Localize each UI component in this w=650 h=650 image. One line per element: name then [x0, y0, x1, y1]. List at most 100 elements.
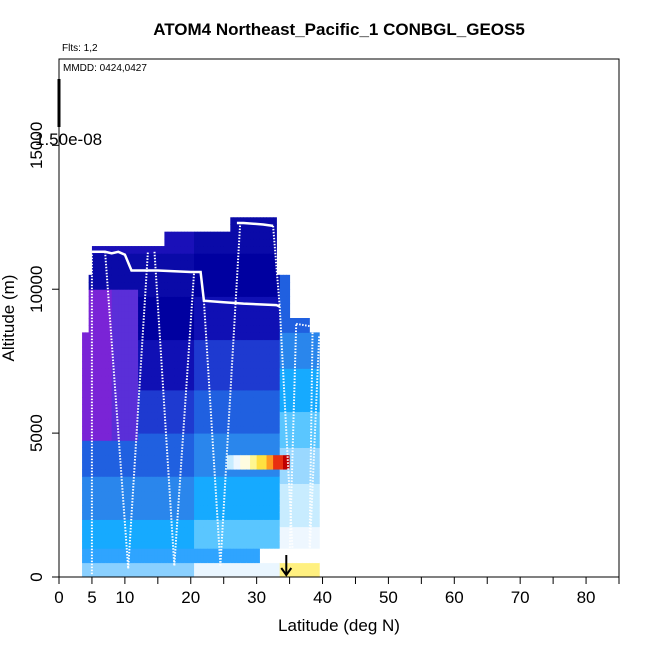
heatmap-cell [200, 562, 205, 571]
heatmap-cell [273, 231, 277, 240]
heatmap-cell [276, 411, 281, 420]
heatmap-cell [306, 339, 310, 348]
heatmap-cell [302, 461, 307, 470]
heatmap-cell [276, 418, 281, 427]
heatmap-cell [256, 346, 261, 355]
heatmap-cell [164, 260, 169, 269]
heatmap-cell [161, 260, 165, 269]
heatmap-cell [309, 447, 314, 456]
heatmap-cell [312, 346, 317, 355]
heatmap-cell [286, 497, 291, 506]
heatmap-cell [144, 361, 149, 369]
heatmap-cell [273, 476, 277, 484]
heatmap-cell [91, 411, 96, 420]
heatmap-cell [210, 541, 215, 549]
heatmap-cell [88, 296, 93, 305]
heatmap-cell [108, 296, 113, 305]
heatmap-cell [286, 310, 291, 319]
heatmap-cell [131, 526, 136, 535]
heatmap-cell [243, 548, 248, 556]
heatmap-cell [121, 310, 126, 319]
heatmap-cell [124, 389, 129, 398]
heatmap-cell [98, 483, 103, 492]
heatmap-cell [259, 375, 264, 384]
heatmap-cell [82, 548, 86, 556]
heatmap-cell [200, 454, 205, 463]
heatmap-cell [108, 368, 113, 377]
heatmap-cell [171, 375, 175, 384]
heatmap-cell [250, 289, 254, 297]
heatmap-cell [210, 411, 215, 420]
heatmap-cell [131, 569, 136, 578]
heatmap-cell [82, 519, 86, 528]
heatmap-cell [203, 310, 208, 319]
heatmap-cell [161, 461, 165, 470]
heatmap-cell [207, 512, 212, 520]
heatmap-cell [315, 548, 320, 556]
heatmap-cell [124, 454, 129, 463]
heatmap-cell [246, 425, 251, 434]
heatmap-cell [164, 404, 169, 413]
heatmap-cell [283, 325, 287, 333]
heatmap-cell [95, 397, 100, 405]
heatmap-cell [121, 440, 126, 448]
heatmap-cell [302, 541, 307, 549]
heatmap-cell [273, 361, 277, 369]
heatmap-cell [213, 569, 218, 578]
heatmap-cell [171, 332, 175, 341]
heatmap-cell [279, 404, 284, 413]
heatmap-cell [203, 425, 208, 434]
heatmap-cell [147, 519, 152, 528]
heatmap-cell [174, 461, 179, 470]
heatmap-cell [210, 505, 215, 513]
heatmap-cell [144, 411, 149, 420]
heatmap-cell [266, 404, 271, 413]
heatmap-cell [269, 267, 274, 276]
heatmap-cell [292, 490, 297, 499]
heatmap-cell [263, 296, 268, 305]
heatmap-cell [88, 274, 93, 283]
heatmap-cell [88, 548, 93, 556]
heatmap-cell [223, 454, 228, 463]
heatmap-cell [98, 361, 103, 369]
heatmap-cell [171, 562, 175, 571]
heatmap-cell [246, 296, 251, 305]
heatmap-cell [220, 433, 225, 441]
heatmap-cell [306, 368, 310, 377]
heatmap-cell [88, 318, 93, 326]
heatmap-cell [177, 325, 182, 333]
heatmap-cell [207, 433, 212, 441]
heatmap-cell [309, 454, 314, 463]
heatmap-cell [161, 433, 165, 441]
heatmap-cell [309, 505, 314, 513]
heatmap-cell [236, 382, 241, 391]
heatmap-cell [151, 461, 156, 470]
heatmap-cell [296, 318, 300, 326]
heatmap-cell [82, 346, 86, 355]
heatmap-cell [111, 397, 116, 405]
heatmap-cell [243, 217, 248, 225]
heatmap-cell [246, 231, 251, 240]
heatmap-cell [220, 425, 225, 434]
heatmap-cell [299, 332, 304, 341]
heatmap-cell [227, 368, 231, 377]
heatmap-cell [286, 512, 291, 520]
heatmap-cell [95, 447, 100, 456]
heatmap-cell [256, 404, 261, 413]
heatmap-cell [283, 533, 287, 542]
heatmap-cell [240, 303, 244, 312]
heatmap-cell [161, 476, 165, 484]
heatmap-cell [147, 382, 152, 391]
heatmap-cell [177, 490, 182, 499]
heatmap-cell [171, 274, 175, 283]
heatmap-cell [296, 433, 300, 441]
heatmap-cell [98, 289, 103, 297]
heatmap-cell [250, 296, 254, 305]
heatmap-cell [279, 318, 284, 326]
heatmap-cell [141, 454, 146, 463]
heatmap-cell [121, 289, 126, 297]
heatmap-cell [141, 425, 146, 434]
heatmap-cell [154, 368, 159, 377]
heatmap-cell [154, 397, 159, 405]
heatmap-cell [134, 476, 139, 484]
